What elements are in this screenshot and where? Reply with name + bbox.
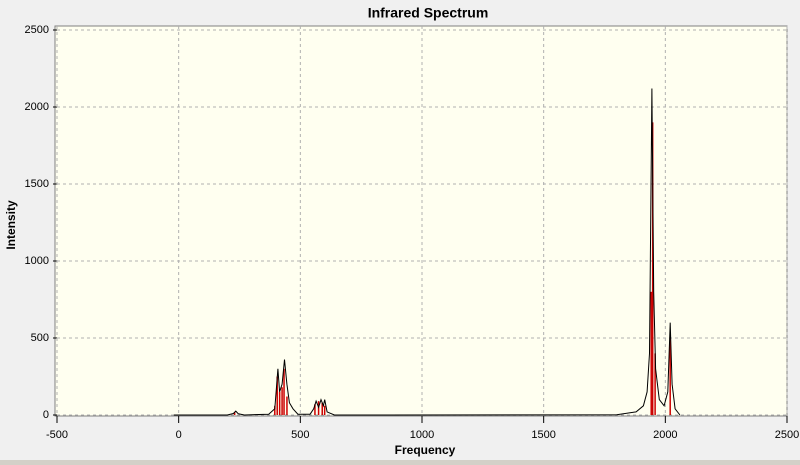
y-tick-label: 2500: [25, 24, 49, 36]
y-tick-label: 1000: [25, 255, 49, 267]
x-tick-label: 1500: [531, 429, 555, 441]
y-tick-label: 1500: [25, 178, 49, 190]
x-tick-label: 2000: [653, 429, 677, 441]
x-tick-label: 0: [176, 429, 182, 441]
y-axis-label: Intensity: [4, 200, 18, 250]
x-tick-label: -500: [46, 429, 68, 441]
x-tick-label: 500: [291, 429, 309, 441]
y-tick-label: 500: [31, 332, 49, 344]
x-axis-label: Frequency: [395, 443, 456, 457]
x-tick-label: 1000: [410, 429, 434, 441]
spectrum-line: [173, 88, 681, 416]
plot-area: [54, 25, 788, 417]
x-tick-label: 2500: [775, 429, 799, 441]
chart-title: Infrared Spectrum: [368, 5, 489, 21]
y-tick-label: 2000: [25, 101, 49, 113]
y-tick-label: 0: [43, 409, 49, 421]
